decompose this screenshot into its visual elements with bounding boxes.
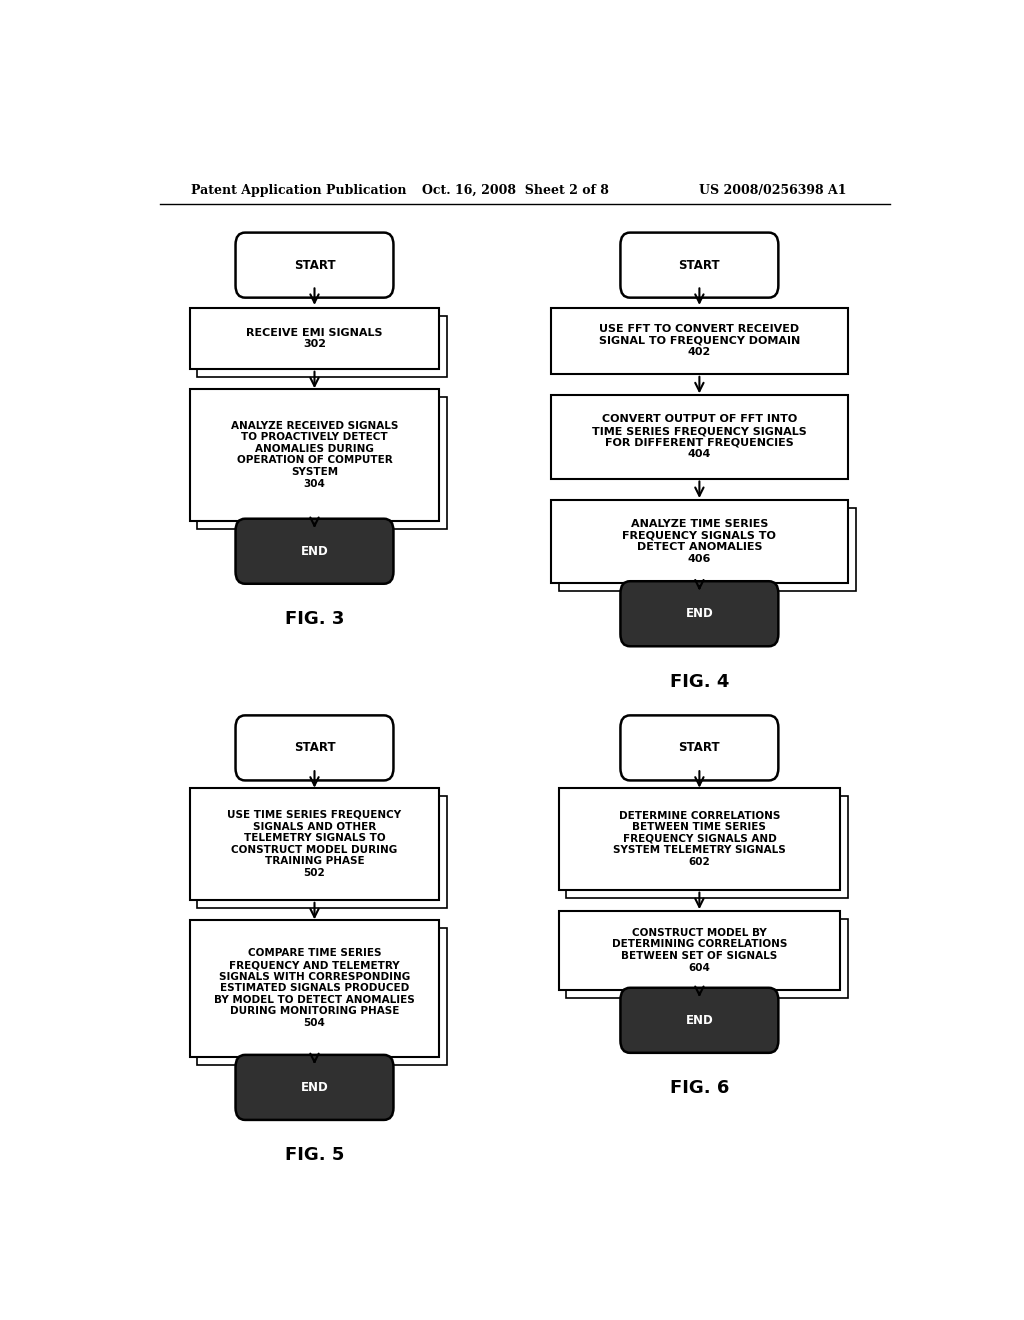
FancyBboxPatch shape [198, 928, 447, 1065]
FancyBboxPatch shape [198, 796, 447, 908]
Text: START: START [294, 742, 335, 755]
FancyBboxPatch shape [558, 911, 841, 990]
Text: ANALYZE RECEIVED SIGNALS
TO PROACTIVELY DETECT
ANOMALIES DURING
OPERATION OF COM: ANALYZE RECEIVED SIGNALS TO PROACTIVELY … [230, 421, 398, 488]
FancyBboxPatch shape [236, 1055, 393, 1119]
FancyBboxPatch shape [551, 395, 848, 479]
FancyBboxPatch shape [566, 796, 848, 898]
FancyBboxPatch shape [558, 788, 841, 890]
Text: DETERMINE CORRELATIONS
BETWEEN TIME SERIES
FREQUENCY SIGNALS AND
SYSTEM TELEMETR: DETERMINE CORRELATIONS BETWEEN TIME SERI… [613, 810, 785, 867]
Text: START: START [679, 259, 720, 272]
Text: USE TIME SERIES FREQUENCY
SIGNALS AND OTHER
TELEMETRY SIGNALS TO
CONSTRUCT MODEL: USE TIME SERIES FREQUENCY SIGNALS AND OT… [227, 810, 401, 878]
FancyBboxPatch shape [198, 397, 447, 529]
FancyBboxPatch shape [236, 232, 393, 297]
FancyBboxPatch shape [189, 920, 439, 1057]
FancyBboxPatch shape [551, 308, 848, 374]
FancyBboxPatch shape [189, 788, 439, 900]
Text: START: START [294, 259, 335, 272]
FancyBboxPatch shape [189, 308, 439, 368]
FancyBboxPatch shape [198, 315, 447, 378]
Text: END: END [685, 1014, 714, 1027]
Text: USE FFT TO CONVERT RECEIVED
SIGNAL TO FREQUENCY DOMAIN
402: USE FFT TO CONVERT RECEIVED SIGNAL TO FR… [599, 325, 800, 358]
Text: Patent Application Publication: Patent Application Publication [191, 183, 407, 197]
FancyBboxPatch shape [621, 715, 778, 780]
Text: END: END [301, 1081, 329, 1094]
Text: CONVERT OUTPUT OF FFT INTO
TIME SERIES FREQUENCY SIGNALS
FOR DIFFERENT FREQUENCI: CONVERT OUTPUT OF FFT INTO TIME SERIES F… [592, 414, 807, 459]
Text: RECEIVE EMI SIGNALS
302: RECEIVE EMI SIGNALS 302 [246, 327, 383, 348]
FancyBboxPatch shape [551, 500, 848, 583]
Text: Oct. 16, 2008  Sheet 2 of 8: Oct. 16, 2008 Sheet 2 of 8 [422, 183, 608, 197]
FancyBboxPatch shape [558, 508, 856, 591]
FancyBboxPatch shape [189, 388, 439, 521]
Text: COMPARE TIME SERIES
FREQUENCY AND TELEMETRY
SIGNALS WITH CORRESPONDING
ESTIMATED: COMPARE TIME SERIES FREQUENCY AND TELEME… [214, 949, 415, 1028]
Text: FIG. 5: FIG. 5 [285, 1146, 344, 1164]
Text: CONSTRUCT MODEL BY
DETERMINING CORRELATIONS
BETWEEN SET OF SIGNALS
604: CONSTRUCT MODEL BY DETERMINING CORRELATI… [611, 928, 787, 973]
Text: FIG. 3: FIG. 3 [285, 610, 344, 628]
Text: FIG. 4: FIG. 4 [670, 673, 729, 690]
Text: US 2008/0256398 A1: US 2008/0256398 A1 [699, 183, 847, 197]
FancyBboxPatch shape [566, 919, 848, 998]
Text: END: END [685, 607, 714, 620]
FancyBboxPatch shape [621, 581, 778, 647]
FancyBboxPatch shape [621, 987, 778, 1053]
FancyBboxPatch shape [236, 519, 393, 583]
Text: ANALYZE TIME SERIES
FREQUENCY SIGNALS TO
DETECT ANOMALIES
406: ANALYZE TIME SERIES FREQUENCY SIGNALS TO… [623, 519, 776, 564]
Text: END: END [301, 545, 329, 558]
Text: START: START [679, 742, 720, 755]
Text: FIG. 6: FIG. 6 [670, 1080, 729, 1097]
FancyBboxPatch shape [236, 715, 393, 780]
FancyBboxPatch shape [621, 232, 778, 297]
